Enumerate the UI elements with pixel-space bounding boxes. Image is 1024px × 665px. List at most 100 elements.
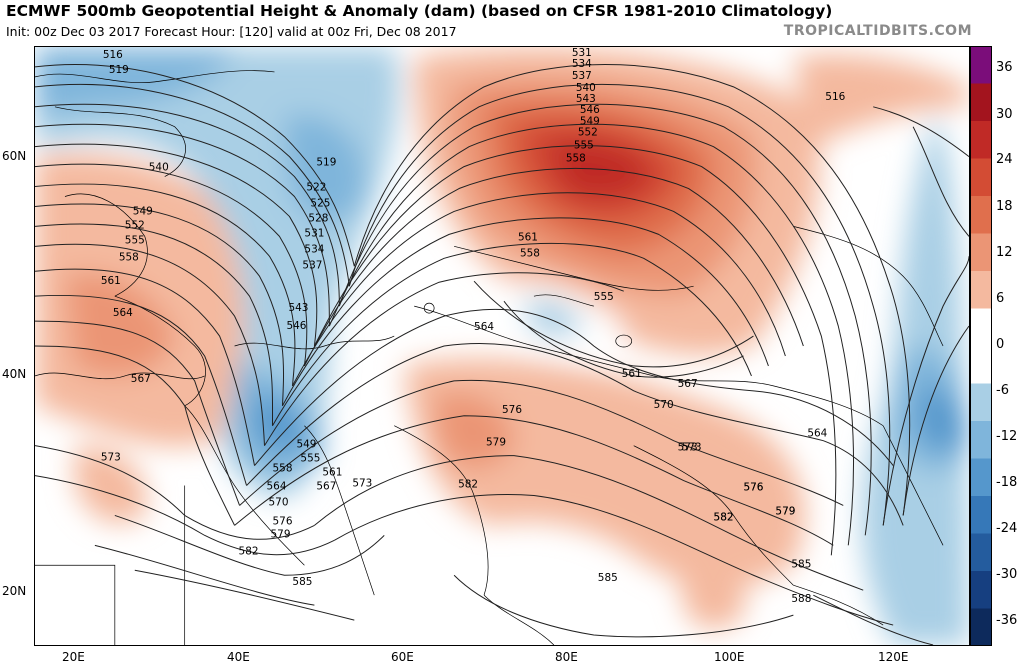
contour-label: 549 [296, 439, 316, 451]
colorbar-label: 18 [996, 199, 1013, 214]
contour-label: 585 [292, 576, 312, 588]
colorbar-segment [970, 196, 992, 234]
colorbar-label: -36 [996, 613, 1018, 628]
contour-label: 537 [572, 70, 592, 82]
chart-title: ECMWF 500mb Geopotential Height & Anomal… [6, 2, 833, 20]
colorbar-segment [970, 121, 992, 159]
contour-label: 555 [300, 453, 320, 465]
colorbar-label: 12 [996, 245, 1013, 260]
contour-label: 573 [678, 442, 698, 454]
colorbar-label: -24 [996, 521, 1018, 536]
x-tick-label: 40E [227, 650, 250, 664]
contour-label: 519 [109, 64, 129, 76]
contour-label: 552 [578, 127, 598, 139]
anomaly-colorbar [970, 46, 992, 646]
contour-label: 540 [576, 82, 596, 94]
contour-label: 588 [791, 593, 811, 605]
contour-label: 573 [101, 452, 121, 464]
contour-label: 561 [518, 231, 538, 243]
colorbar-label: 24 [996, 152, 1013, 167]
colorbar-segment [970, 83, 992, 122]
contour-label: 531 [572, 47, 592, 59]
contour-label: 531 [304, 227, 324, 239]
contour-label: 576 [743, 482, 763, 494]
contour-label: 576 [743, 482, 763, 494]
contour-label: 558 [119, 251, 139, 263]
contour-label: 579 [486, 437, 506, 449]
colorbar-segment [970, 308, 992, 347]
contour-label: 564 [474, 321, 494, 333]
colorbar-segment [970, 46, 992, 84]
contour-label: 567 [316, 481, 336, 493]
contour-label: 579 [775, 505, 795, 517]
contour-label: 558 [566, 153, 586, 165]
x-tick-label: 20E [62, 650, 85, 664]
height-contours [35, 64, 969, 645]
contour-label: 525 [310, 197, 330, 209]
colorbar-label: -12 [996, 429, 1018, 444]
colorbar-label: 0 [996, 337, 1005, 352]
contour-label: 576 [502, 404, 522, 416]
colorbar-segment [970, 571, 992, 609]
contour-label: 546 [580, 104, 600, 116]
contour-label: 561 [322, 467, 342, 479]
colorbar-segment [970, 608, 992, 646]
colorbar-segment [970, 496, 992, 534]
contour-label: 561 [101, 275, 121, 287]
contour-label: 567 [678, 378, 698, 390]
contour-label: 582 [239, 545, 259, 557]
contour-label: 540 [149, 162, 169, 174]
contour-label: 543 [288, 302, 308, 314]
coastlines-and-borders [35, 70, 944, 645]
contour-label: 585 [791, 558, 811, 570]
contour-label: 561 [622, 368, 642, 380]
colorbar-label: 30 [996, 107, 1013, 122]
contour-label: 567 [131, 373, 151, 385]
contour-label: 549 [133, 205, 153, 217]
contour-label: 537 [302, 259, 322, 271]
colorbar-label: -6 [996, 383, 1009, 398]
contour-label: 516 [103, 49, 123, 61]
x-tick-label: 80E [555, 650, 578, 664]
contour-label: 516 [825, 91, 845, 103]
colorbar-segment [970, 271, 992, 309]
contour-label: 543 [576, 93, 596, 105]
contour-label: 555 [594, 291, 614, 303]
contour-label: 582 [714, 511, 734, 523]
contour-label: 558 [272, 463, 292, 475]
contour-label: 519 [316, 157, 336, 169]
colorbar-label: 36 [996, 60, 1013, 75]
colorbar-label: -18 [996, 475, 1018, 490]
contour-label: 534 [304, 243, 324, 255]
contour-label: 570 [654, 399, 674, 411]
contour-label: 579 [775, 505, 795, 517]
colorbar-segment [970, 383, 992, 422]
contour-label: 582 [714, 511, 734, 523]
contour-label: 573 [352, 478, 372, 490]
source-watermark: TROPICALTIDBITS.COM [783, 23, 972, 39]
y-tick-label: 20N [2, 584, 27, 598]
contour-label: 573 [682, 442, 702, 454]
contour-label: 546 [286, 320, 306, 332]
contour-label: 528 [308, 212, 328, 224]
contour-label-group: 516 519 540 549 552 555 558 561 564 567 … [101, 47, 845, 605]
contour-label: 564 [267, 481, 287, 493]
contour-label: 564 [807, 428, 827, 440]
contour-label: 579 [270, 528, 290, 540]
contour-label: 570 [269, 496, 289, 508]
colorbar-segment [970, 233, 992, 272]
contour-label: 549 [580, 116, 600, 128]
colorbar-segment [970, 158, 992, 197]
contour-label: 582 [458, 479, 478, 491]
colorbar-segment [970, 458, 992, 497]
x-tick-label: 100E [714, 650, 745, 664]
colorbar-label: 6 [996, 291, 1005, 306]
colorbar-label: -30 [996, 567, 1018, 582]
contour-label: 585 [598, 572, 618, 584]
y-tick-label: 60N [2, 149, 27, 163]
colorbar-segment [970, 533, 992, 572]
contour-label: 558 [520, 247, 540, 259]
contour-label: 564 [113, 307, 133, 319]
contour-label: 555 [125, 234, 145, 246]
y-tick-label: 40N [2, 367, 27, 381]
